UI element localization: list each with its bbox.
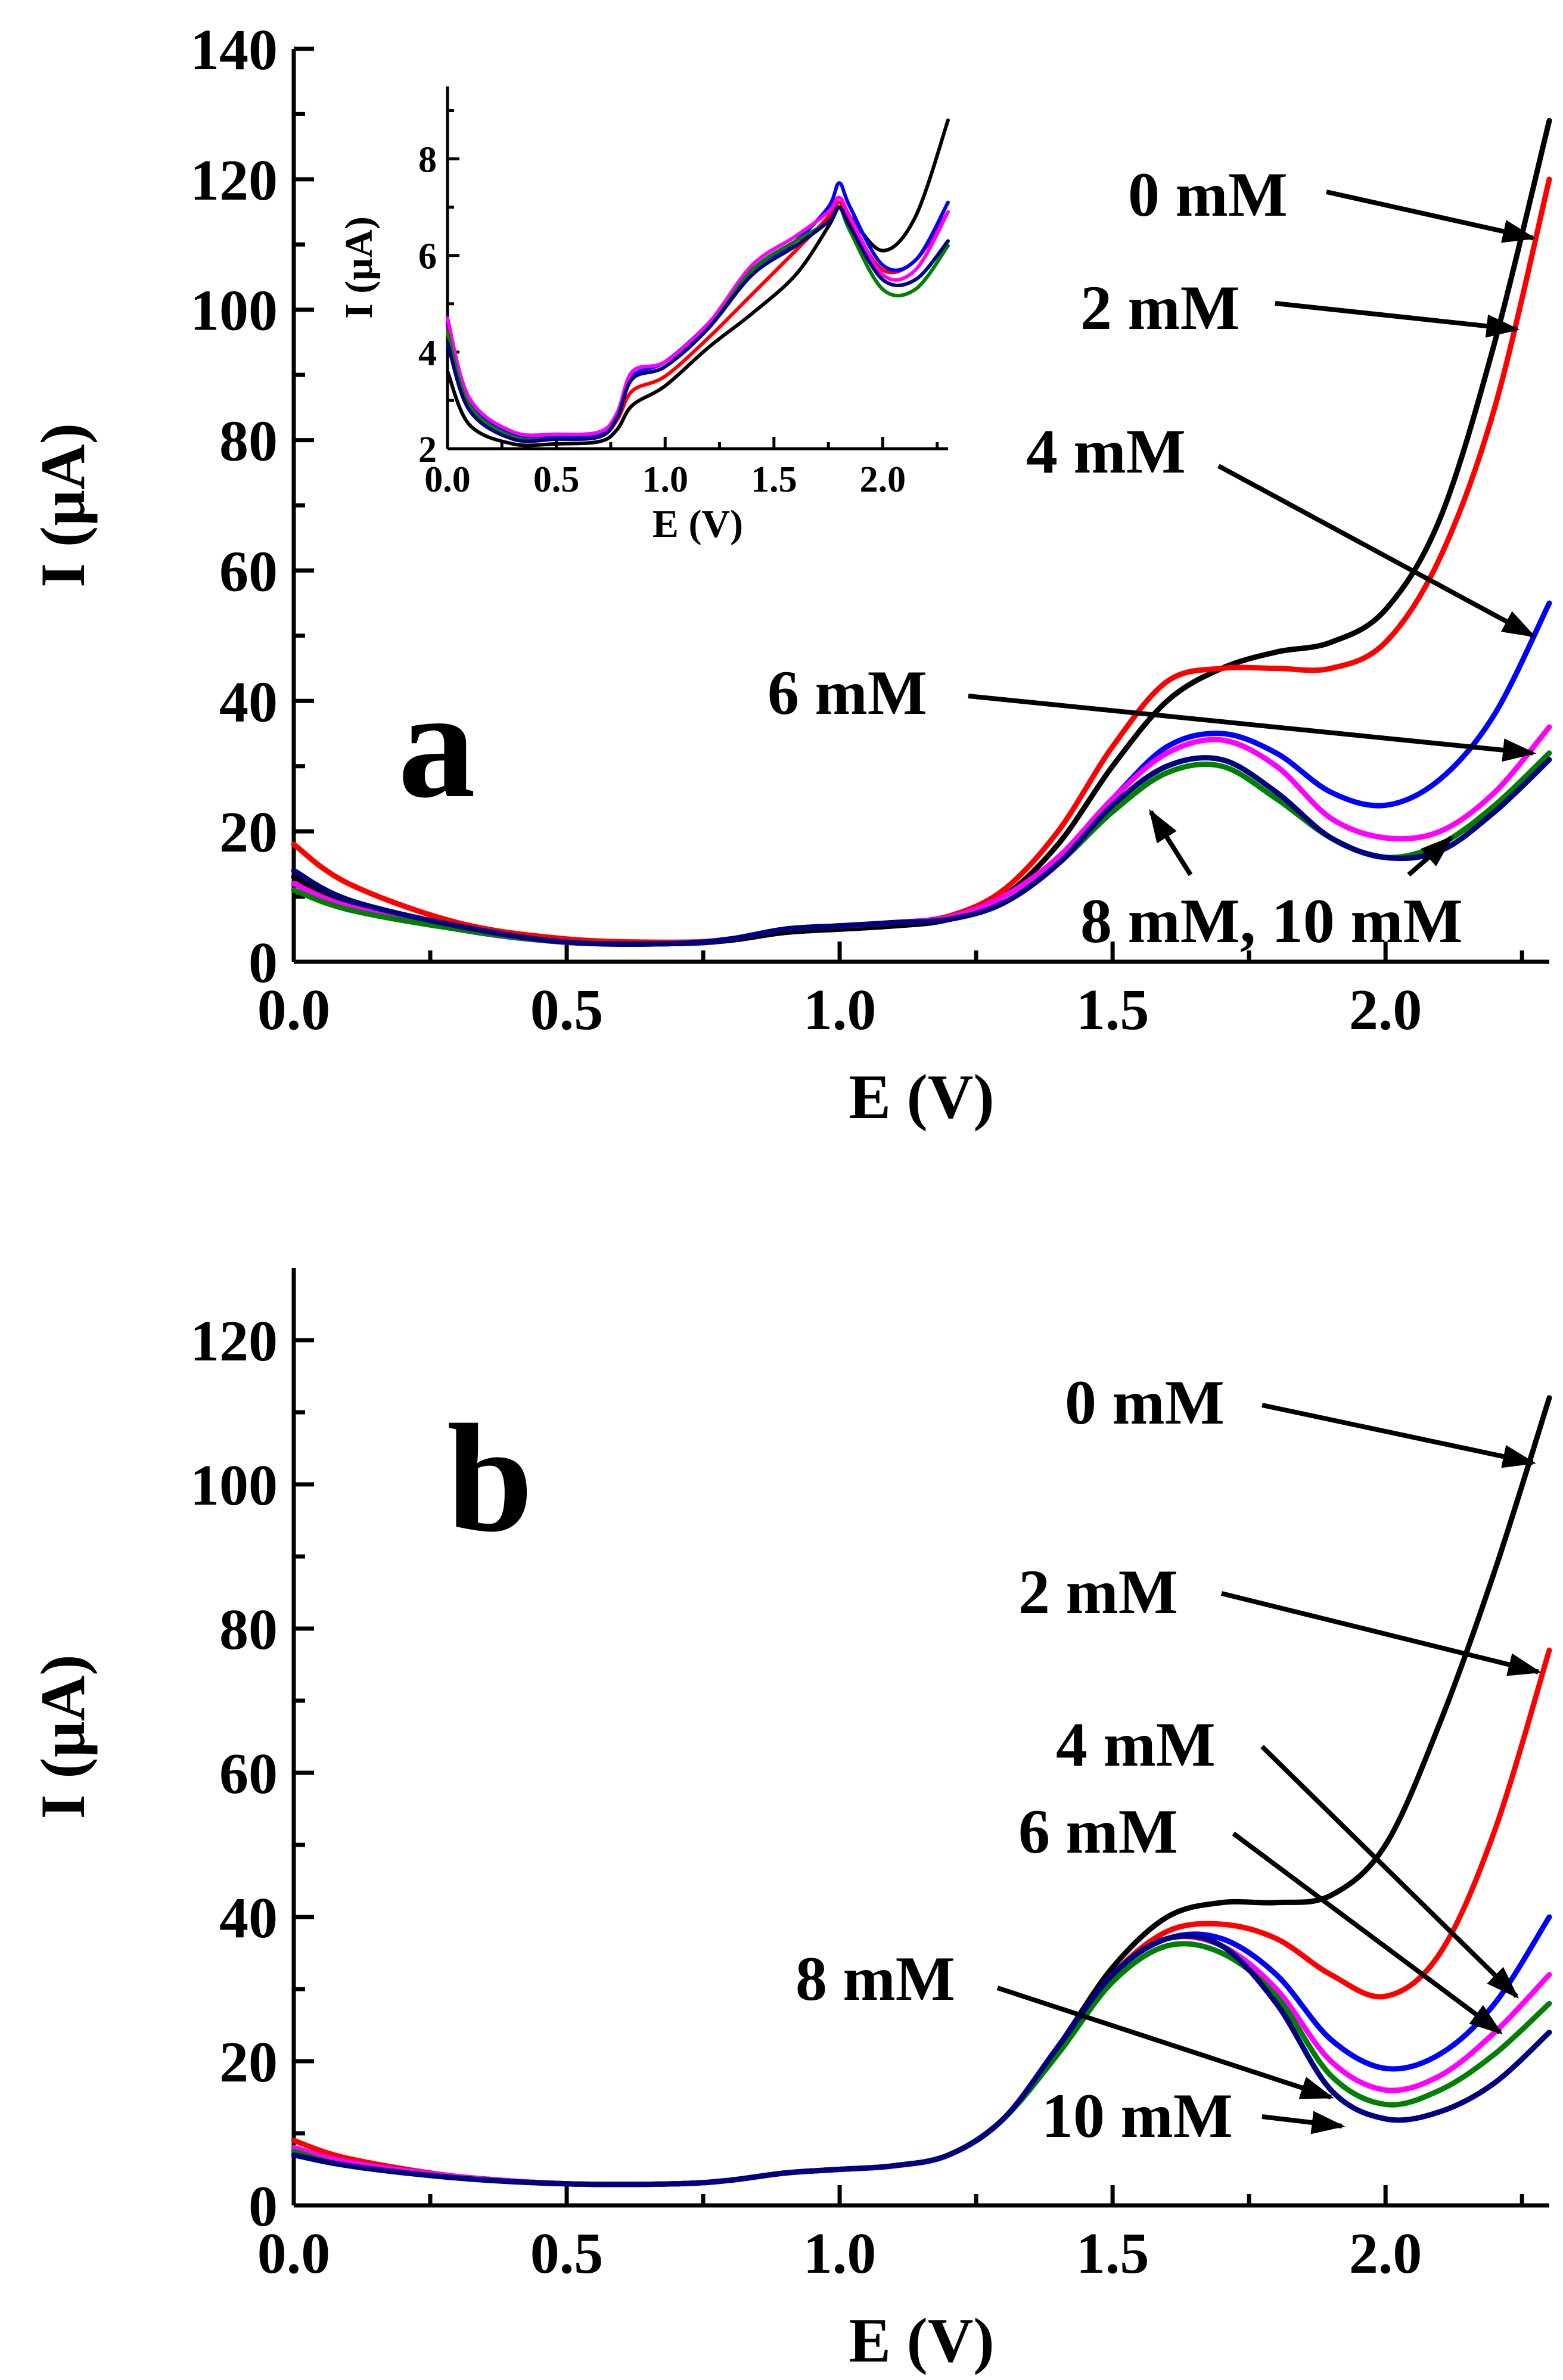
x-tick-label: 2.0 [860,459,906,500]
series-line-10-mm [291,755,1552,947]
y-tick-label: 4 [418,333,437,374]
annotation-arrow [1326,189,1536,243]
series-line-10-mm [446,205,950,443]
series-line-2-mm [291,176,1552,945]
series-line-0-mm [291,117,1552,947]
annotation-arrow [1261,2111,1346,2134]
x-axis-title: E (V) [849,2306,994,2375]
y-tick-label: 120 [190,148,278,213]
annotation-label: 2 mM [1018,1557,1178,1627]
y-tick-label: 100 [190,1453,278,1518]
annotation-arrow [968,694,1537,762]
y-tick-label: 40 [219,1886,278,1950]
annotation-label: 6 mM [1018,1797,1178,1866]
x-tick-label: 2.0 [1349,978,1422,1042]
x-axis-title: E (V) [849,1062,994,1132]
x-tick-label: 1.0 [803,2221,877,2286]
series-line-8-mm [446,205,950,442]
y-tick-label: 6 [418,237,437,277]
x-tick-label: 1.0 [803,978,877,1042]
annotation-label: 10 mM [1042,2081,1233,2151]
x-tick-label: 0.5 [530,978,604,1042]
y-tick-label: 120 [190,1309,278,1374]
panel-label: a [398,658,476,830]
series-line-6-mm [446,195,950,437]
inset-chart: 0.0 0.5 1.0 1.5 2.0 2 4 6 8 E (V) I (µA) [337,86,950,546]
series-line-4-mm [446,181,950,440]
series-line-2-mm [291,1647,1552,2188]
series-line-2-mm [446,200,950,442]
y-axis-title: I (µA) [28,423,98,588]
y-tick-label: 60 [219,1742,278,1806]
y-tick-label: 80 [219,409,278,474]
panel-b: 0.0 0.5 1.0 1.5 2.0 0 20 40 60 80 100 120 E (V) I (µA… [28,1268,1552,2375]
x-tick-label: 1.5 [751,459,797,500]
x-tick-label: 0.0 [257,2221,331,2286]
y-tick-label: 100 [190,279,278,343]
annotation-label: 4 mM [1056,1710,1216,1779]
y-axis-title: I (µA) [337,216,381,319]
y-tick-label: 140 [190,18,278,82]
annotation-label: 8 mM [796,1944,955,2014]
y-tick-label: 40 [219,670,278,734]
annotation-label: 0 mM [1065,1368,1225,1437]
y-tick-label: 20 [219,2030,278,2095]
x-tick-label: 0.5 [530,2221,604,2286]
annotation-arrow [1275,301,1520,338]
y-tick-label: 8 [418,140,437,181]
annotation-arrow [1407,835,1454,877]
annotation-label: 2 mM [1080,273,1240,343]
annotation-label: 0 mM [1128,160,1288,229]
x-axis-title: E (V) [652,502,743,546]
y-tick-label: 0 [248,2174,278,2239]
annotation-arrow [1260,1745,1520,1999]
series-line-10-mm [291,1933,1552,2188]
x-tick-label: 1.0 [642,459,688,500]
y-tick-label: 0 [248,931,278,995]
x-tick-label: 0.0 [257,978,331,1042]
annotation-arrow [1221,1591,1542,1676]
annotation-label: 6 mM [767,658,927,728]
annotation-label: 8 mM, 10 mM [1080,886,1463,956]
annotation-label: 4 mM [1026,417,1186,486]
x-tick-label: 1.5 [1076,2221,1149,2286]
panel-a: 0.0 0.5 1.0 1.5 2.0 0 20 40 60 80 100 120 140 E (V) I … [28,18,1552,1132]
annotation-arrow [1217,464,1536,638]
annotation-arrow [1232,1831,1503,2034]
annotation-arrow [996,1986,1334,2100]
x-tick-label: 1.5 [1076,978,1149,1042]
x-tick-label: 0.0 [424,459,471,500]
y-tick-label: 80 [219,1598,278,1662]
y-tick-label: 60 [219,539,278,604]
annotation-arrow [1148,809,1193,877]
x-tick-label: 2.0 [1349,2221,1422,2286]
y-tick-label: 20 [219,800,278,865]
series-line-0-mm [446,118,950,448]
panel-label: b [447,1393,533,1564]
annotation-arrow [1261,1403,1536,1468]
x-tick-label: 0.5 [533,459,580,500]
y-tick-label: 2 [418,430,437,470]
y-axis-title: I (µA) [28,1655,98,1819]
